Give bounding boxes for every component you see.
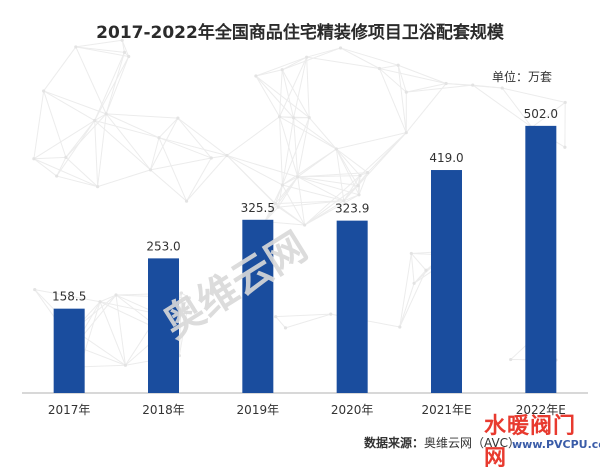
bar-3 [337, 221, 368, 393]
site-logo-stamp: 水暖阀门网 www.PVCPU.com [468, 404, 598, 458]
data-label-2: 325.5 [241, 201, 275, 215]
bar-0 [54, 309, 85, 393]
data-label-5: 502.0 [524, 107, 558, 121]
bar-chart: 158.5 2017年 253.0 2018年 325.5 2019年 323.9 2020年… [0, 0, 600, 460]
x-tick-label-2: 2019年 [237, 403, 280, 417]
x-tick-label-1: 2018年 [142, 403, 185, 417]
bar-5 [525, 126, 556, 393]
x-tick-label-3: 2020年 [331, 403, 374, 417]
source-label: 数据来源： [364, 436, 424, 450]
data-label-0: 158.5 [52, 290, 86, 304]
data-label-4: 419.0 [429, 151, 463, 165]
x-tick-label-0: 2017年 [48, 403, 91, 417]
data-label-1: 253.0 [146, 239, 180, 253]
bar-2 [242, 220, 273, 393]
bar-4 [431, 170, 462, 393]
bar-1 [148, 258, 179, 393]
data-label-3: 323.9 [335, 202, 369, 216]
x-tick-label-4: 2021年E [421, 403, 471, 417]
logo-url: www.PVCPU.com [512, 438, 600, 451]
